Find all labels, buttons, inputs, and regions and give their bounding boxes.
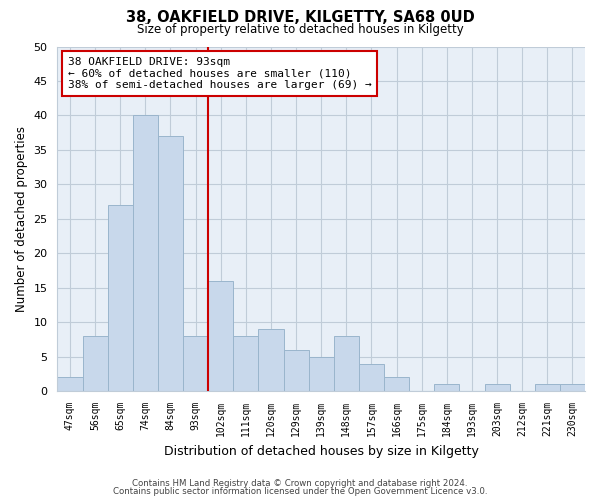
Text: 38, OAKFIELD DRIVE, KILGETTY, SA68 0UD: 38, OAKFIELD DRIVE, KILGETTY, SA68 0UD bbox=[125, 10, 475, 25]
Text: Contains HM Land Registry data © Crown copyright and database right 2024.: Contains HM Land Registry data © Crown c… bbox=[132, 478, 468, 488]
Bar bbox=[485, 384, 509, 391]
Bar bbox=[535, 384, 560, 391]
Bar bbox=[334, 336, 359, 391]
Text: 38 OAKFIELD DRIVE: 93sqm
← 60% of detached houses are smaller (110)
38% of semi-: 38 OAKFIELD DRIVE: 93sqm ← 60% of detach… bbox=[68, 57, 372, 90]
Bar bbox=[308, 356, 334, 391]
Y-axis label: Number of detached properties: Number of detached properties bbox=[15, 126, 28, 312]
Bar bbox=[107, 205, 133, 391]
Bar bbox=[560, 384, 585, 391]
Bar bbox=[284, 350, 308, 391]
Bar bbox=[158, 136, 183, 391]
Bar bbox=[384, 378, 409, 391]
Bar bbox=[259, 329, 284, 391]
Bar bbox=[83, 336, 107, 391]
Text: Contains public sector information licensed under the Open Government Licence v3: Contains public sector information licen… bbox=[113, 487, 487, 496]
Bar bbox=[133, 116, 158, 391]
Bar bbox=[359, 364, 384, 391]
Bar bbox=[183, 336, 208, 391]
Bar bbox=[58, 378, 83, 391]
Bar bbox=[434, 384, 460, 391]
Bar bbox=[233, 336, 259, 391]
Bar bbox=[208, 281, 233, 391]
Text: Size of property relative to detached houses in Kilgetty: Size of property relative to detached ho… bbox=[137, 22, 463, 36]
X-axis label: Distribution of detached houses by size in Kilgetty: Distribution of detached houses by size … bbox=[164, 444, 479, 458]
